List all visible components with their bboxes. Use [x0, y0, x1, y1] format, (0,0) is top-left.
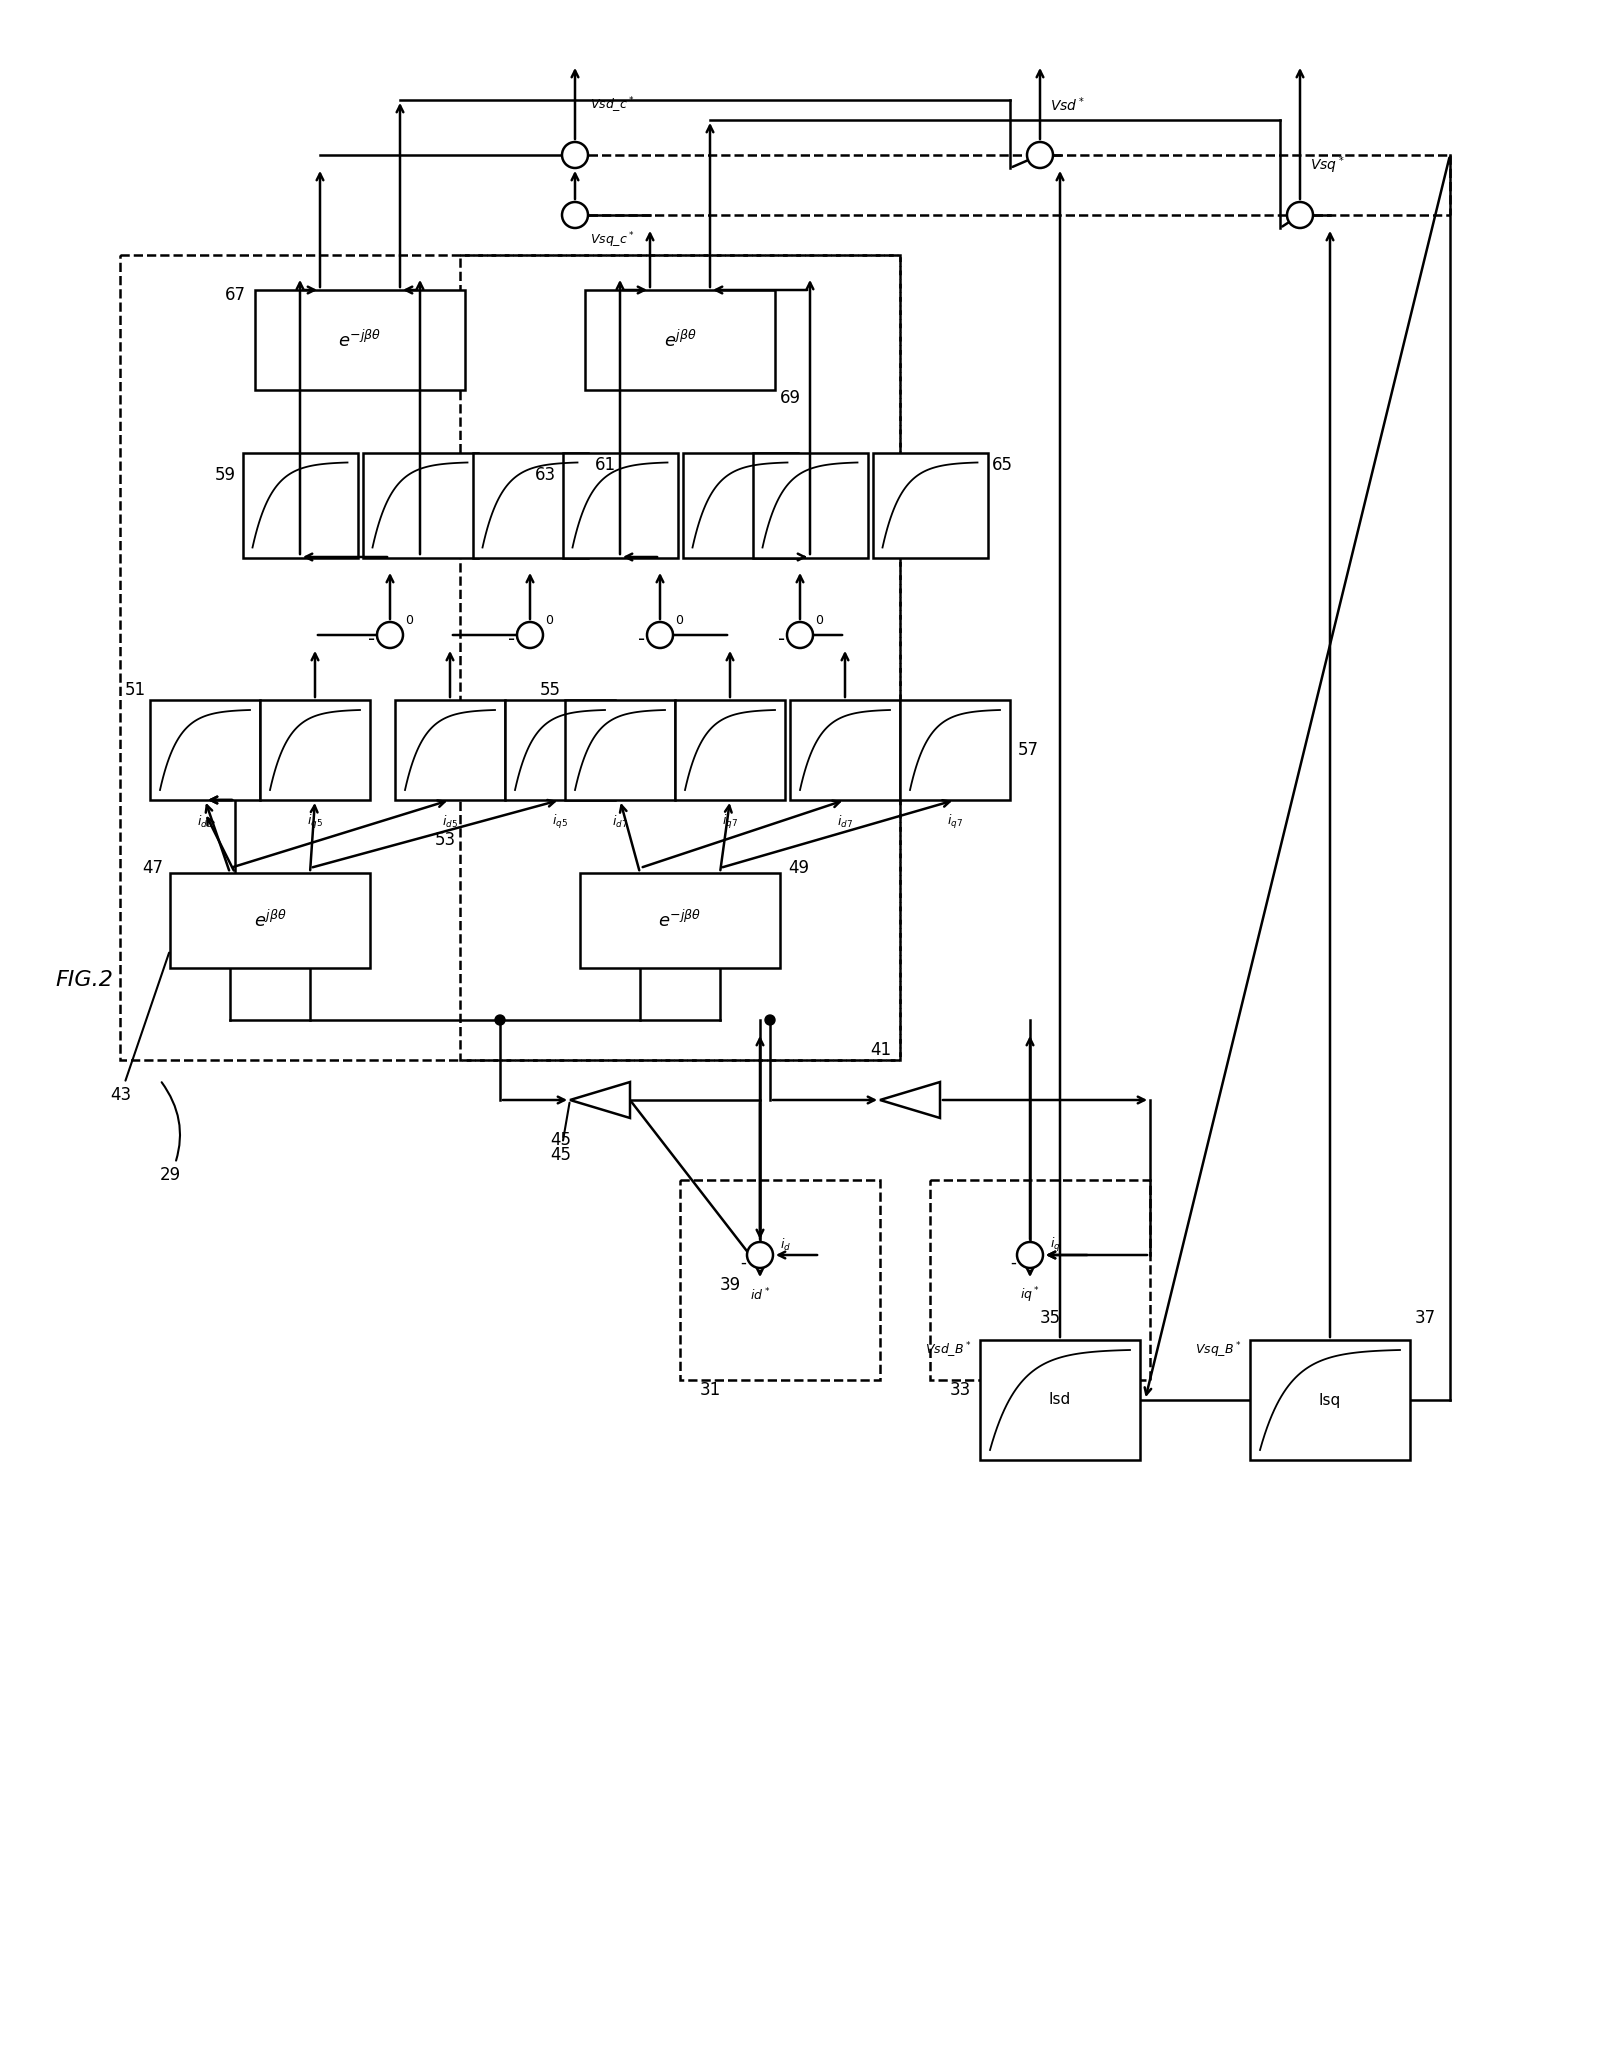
Text: -: - [778, 630, 785, 649]
Text: 0: 0 [815, 613, 823, 626]
Circle shape [562, 201, 588, 228]
Text: 37: 37 [1415, 1310, 1436, 1326]
Text: $i_{d7}$: $i_{d7}$ [613, 814, 627, 831]
Text: 35: 35 [1041, 1310, 1062, 1326]
Text: 57: 57 [1018, 742, 1039, 758]
Bar [151, 700, 259, 800]
Bar [562, 452, 678, 557]
Text: 53: 53 [434, 831, 456, 850]
Text: $Vsq\_c^*$: $Vsq\_c^*$ [590, 230, 634, 251]
Bar [1250, 1341, 1410, 1461]
Text: 63: 63 [535, 466, 556, 485]
Text: -: - [741, 1254, 746, 1272]
Text: 31: 31 [700, 1382, 721, 1399]
Circle shape [517, 622, 543, 649]
Text: -: - [368, 630, 374, 649]
Bar [679, 1179, 880, 1380]
Text: 0: 0 [674, 613, 682, 626]
Circle shape [647, 622, 673, 649]
Bar [682, 452, 798, 557]
Circle shape [1028, 143, 1054, 168]
Text: 59: 59 [216, 466, 237, 485]
Circle shape [765, 1015, 775, 1026]
Circle shape [378, 622, 404, 649]
Bar [243, 452, 358, 557]
Text: $i_{d5}$: $i_{d5}$ [198, 814, 212, 831]
Text: $Vsd^*$: $Vsd^*$ [1050, 95, 1084, 114]
Bar [580, 872, 780, 968]
Text: 39: 39 [720, 1276, 741, 1295]
Text: $Vsd\_B^*$: $Vsd\_B^*$ [926, 1341, 973, 1359]
Text: $i_{q5}$: $i_{q5}$ [553, 812, 567, 831]
Text: $e^{j\beta\theta}$: $e^{j\beta\theta}$ [663, 329, 697, 350]
Bar [254, 290, 465, 390]
Text: 67: 67 [225, 286, 246, 305]
Circle shape [1016, 1241, 1042, 1268]
Bar [566, 700, 674, 800]
Text: $Vsq^*$: $Vsq^*$ [1310, 153, 1344, 176]
Bar [900, 700, 1010, 800]
Text: 55: 55 [540, 682, 561, 698]
Polygon shape [571, 1082, 631, 1119]
Polygon shape [880, 1082, 940, 1119]
Text: -: - [1010, 1254, 1016, 1272]
Bar [460, 255, 900, 1061]
Bar [170, 872, 370, 968]
Bar [363, 452, 478, 557]
Bar [472, 452, 587, 557]
Text: 69: 69 [780, 390, 801, 406]
Text: $i_{d7}$: $i_{d7}$ [836, 814, 853, 831]
Text: $Vsd\_c^*$: $Vsd\_c^*$ [590, 95, 634, 114]
Text: 61: 61 [595, 456, 616, 474]
Text: -: - [507, 630, 515, 649]
Bar [674, 700, 785, 800]
Text: Isq: Isq [1319, 1392, 1341, 1407]
Text: 33: 33 [950, 1382, 971, 1399]
Circle shape [1287, 201, 1313, 228]
Text: $i_{q7}$: $i_{q7}$ [721, 812, 738, 831]
Text: -: - [639, 630, 645, 649]
Text: 0: 0 [405, 613, 413, 626]
Circle shape [562, 143, 588, 168]
Text: 47: 47 [143, 860, 164, 876]
Bar [981, 1341, 1140, 1461]
Bar [120, 255, 900, 1061]
Text: Isd: Isd [1049, 1392, 1071, 1407]
Text: $Vsq\_B^*$: $Vsq\_B^*$ [1195, 1341, 1242, 1359]
Text: $e^{-j\beta\theta}$: $e^{-j\beta\theta}$ [339, 329, 381, 350]
Text: $i_d$: $i_d$ [780, 1237, 791, 1254]
Text: 43: 43 [110, 953, 169, 1104]
Bar [930, 1179, 1149, 1380]
Bar [789, 700, 900, 800]
Text: 65: 65 [992, 456, 1013, 474]
Text: $i_{q7}$: $i_{q7}$ [947, 812, 963, 831]
Circle shape [494, 1015, 506, 1026]
Bar [259, 700, 370, 800]
Text: $iq^*$: $iq^*$ [1020, 1285, 1041, 1305]
Text: $i_{d5}$: $i_{d5}$ [443, 814, 457, 831]
Text: 41: 41 [870, 1040, 892, 1059]
Text: 0: 0 [545, 613, 553, 626]
Text: $id^*$: $id^*$ [751, 1287, 770, 1303]
Bar [872, 452, 987, 557]
Bar [506, 700, 614, 800]
Text: 45: 45 [550, 1131, 571, 1150]
Text: 51: 51 [125, 682, 146, 698]
Text: $e^{j\beta\theta}$: $e^{j\beta\theta}$ [253, 910, 287, 930]
Text: 49: 49 [788, 860, 809, 876]
Text: $e^{-j\beta\theta}$: $e^{-j\beta\theta}$ [658, 910, 702, 930]
Text: $i_q$: $i_q$ [1050, 1237, 1060, 1254]
Circle shape [788, 622, 814, 649]
Bar [396, 700, 506, 800]
Bar [752, 452, 867, 557]
Text: $i_{q5}$: $i_{q5}$ [306, 812, 323, 831]
Text: FIG.2: FIG.2 [55, 970, 113, 990]
Text: 45: 45 [550, 1102, 571, 1164]
Text: 29: 29 [160, 1082, 182, 1183]
Circle shape [747, 1241, 773, 1268]
Bar [585, 290, 775, 390]
